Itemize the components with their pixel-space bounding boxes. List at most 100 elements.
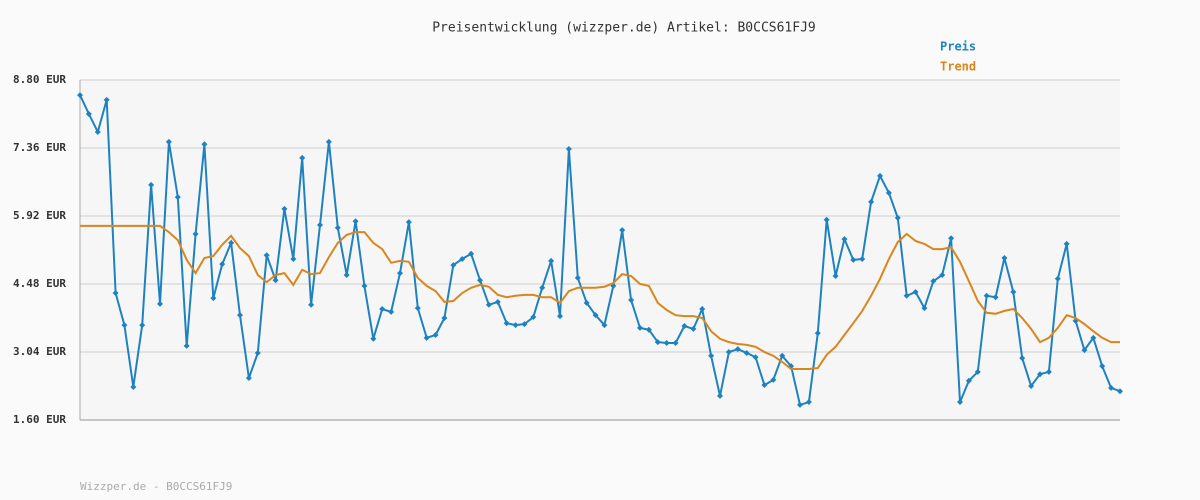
point-marker xyxy=(1099,363,1106,370)
point-marker xyxy=(601,322,608,329)
y-tick-label: 1.60 EUR xyxy=(13,413,66,426)
point-marker xyxy=(334,224,341,231)
point-marker xyxy=(1117,388,1123,395)
y-tick-label: 3.04 EUR xyxy=(13,345,66,358)
point-marker xyxy=(805,399,812,406)
point-marker xyxy=(557,313,563,320)
point-marker xyxy=(548,257,555,264)
point-marker xyxy=(948,235,955,242)
point-marker xyxy=(717,392,723,399)
point-marker xyxy=(299,154,306,161)
point-marker xyxy=(752,354,759,361)
point-marker xyxy=(725,349,732,355)
point-marker xyxy=(219,261,226,268)
point-marker xyxy=(201,141,208,148)
point-marker xyxy=(317,221,323,228)
point-marker xyxy=(468,250,475,257)
point-marker xyxy=(885,189,892,196)
point-marker xyxy=(592,312,599,319)
point-marker xyxy=(983,292,990,299)
point-marker xyxy=(494,298,501,305)
series-line xyxy=(80,224,1120,370)
point-marker xyxy=(1090,334,1097,341)
point-marker xyxy=(743,349,750,356)
legend-label: Trend xyxy=(940,60,976,74)
point-marker xyxy=(779,352,786,359)
point-marker xyxy=(477,277,483,284)
point-marker xyxy=(165,138,172,145)
point-marker xyxy=(1054,275,1061,282)
point-marker xyxy=(903,292,910,299)
point-marker xyxy=(183,342,190,349)
point-marker xyxy=(637,324,643,331)
point-marker xyxy=(121,322,128,329)
point-marker xyxy=(619,227,626,234)
point-marker xyxy=(272,277,279,284)
point-marker xyxy=(1019,355,1026,362)
point-marker xyxy=(1108,384,1115,391)
point-marker xyxy=(254,349,261,356)
point-marker xyxy=(432,332,439,338)
point-marker xyxy=(957,399,963,406)
point-marker xyxy=(361,282,368,289)
point-marker xyxy=(672,340,679,347)
point-marker xyxy=(565,145,572,152)
point-marker xyxy=(1037,371,1043,378)
point-marker xyxy=(148,181,155,188)
plot-area xyxy=(80,80,1120,420)
point-marker xyxy=(370,335,377,342)
point-marker xyxy=(850,256,857,263)
point-marker xyxy=(1081,347,1088,354)
point-marker xyxy=(379,306,386,313)
point-marker xyxy=(965,377,972,384)
y-tick-label: 5.92 EUR xyxy=(13,209,66,222)
point-marker xyxy=(530,314,537,321)
point-marker xyxy=(352,218,359,225)
point-marker xyxy=(974,368,981,375)
point-marker xyxy=(459,255,466,262)
y-tick-label: 7.36 EUR xyxy=(13,141,66,154)
point-marker xyxy=(85,111,92,117)
point-marker xyxy=(397,270,403,277)
point-marker xyxy=(94,128,101,135)
point-marker xyxy=(859,255,866,262)
point-marker xyxy=(237,312,243,319)
point-marker xyxy=(921,305,928,312)
chart-title: Preisentwicklung (wizzper.de) Artikel: B… xyxy=(432,21,816,36)
point-marker xyxy=(939,272,946,279)
point-marker xyxy=(112,289,119,296)
point-marker xyxy=(157,300,163,307)
point-marker xyxy=(708,352,715,359)
point-marker xyxy=(1063,240,1070,247)
point-marker xyxy=(628,297,635,304)
y-tick-label: 8.80 EUR xyxy=(13,73,66,86)
y-tick-label: 4.48 EUR xyxy=(13,277,66,290)
point-marker xyxy=(761,382,768,389)
legend-label: Preis xyxy=(940,40,976,54)
point-marker xyxy=(343,272,350,279)
point-marker xyxy=(574,274,581,281)
point-marker xyxy=(450,262,457,269)
point-marker xyxy=(245,374,252,381)
footer: Wizzper.de - B0CCS61FJ9 xyxy=(80,480,232,493)
point-marker xyxy=(814,330,821,337)
point-marker xyxy=(290,255,297,262)
point-marker xyxy=(645,326,652,333)
point-marker xyxy=(1010,289,1017,296)
point-marker xyxy=(841,236,848,243)
point-marker xyxy=(405,219,412,226)
point-marker xyxy=(690,325,697,332)
point-marker xyxy=(930,278,937,285)
point-marker xyxy=(228,239,235,246)
point-marker xyxy=(992,294,999,301)
point-marker xyxy=(583,299,590,306)
point-marker xyxy=(681,323,688,330)
point-marker xyxy=(139,322,146,329)
point-marker xyxy=(539,284,546,291)
point-marker xyxy=(521,321,528,328)
point-marker xyxy=(663,340,670,347)
point-marker xyxy=(414,305,421,312)
point-marker xyxy=(868,198,875,205)
point-marker xyxy=(388,308,395,315)
